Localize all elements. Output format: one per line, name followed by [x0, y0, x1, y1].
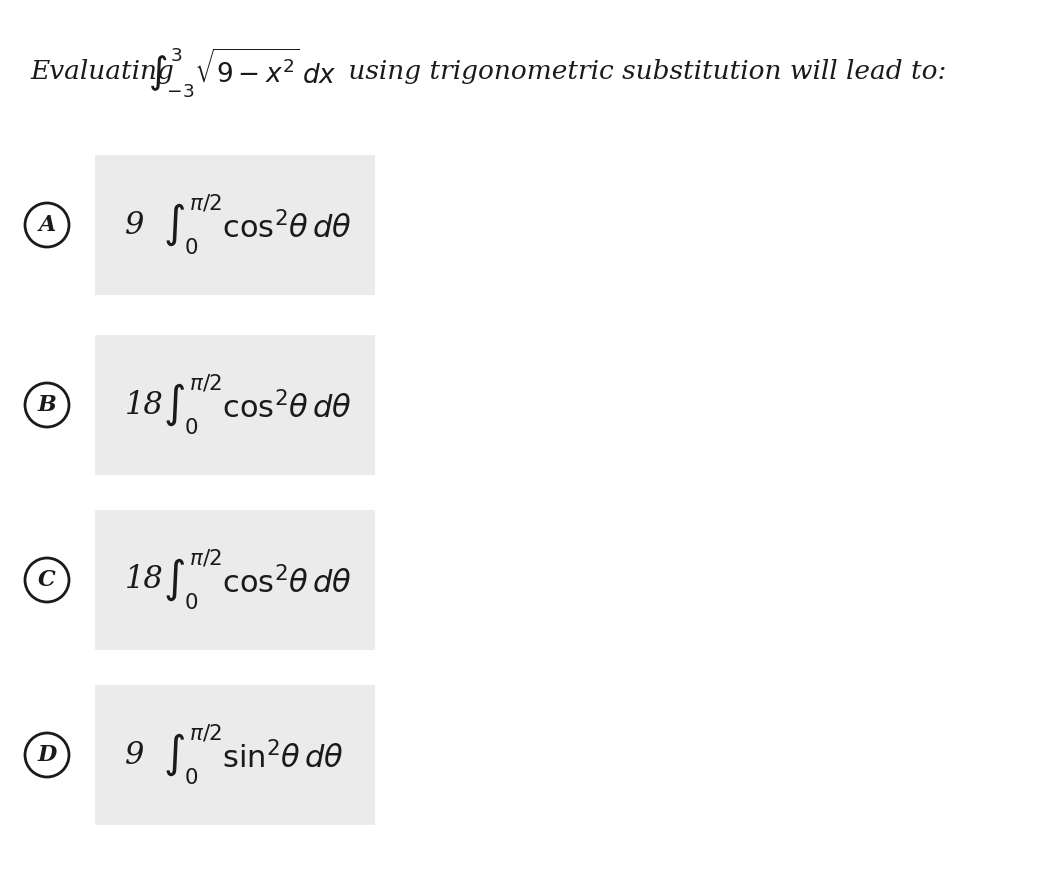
Text: Evaluating: Evaluating	[30, 60, 174, 84]
Text: D: D	[37, 744, 57, 766]
Text: B: B	[38, 394, 56, 416]
FancyBboxPatch shape	[95, 685, 375, 825]
Text: 9: 9	[124, 739, 145, 771]
Text: $\int_{0}^{\pi/2} \cos^2\!\theta\, d\theta$: $\int_{0}^{\pi/2} \cos^2\!\theta\, d\the…	[164, 548, 351, 612]
Text: $\int_{-3}^{3} \sqrt{9-x^2}\, dx$: $\int_{-3}^{3} \sqrt{9-x^2}\, dx$	[148, 45, 337, 99]
Text: 9: 9	[124, 210, 145, 240]
Text: 18: 18	[124, 565, 164, 595]
Text: A: A	[38, 214, 56, 236]
Text: $\int_{0}^{\pi/2} \cos^2\!\theta\, d\theta$: $\int_{0}^{\pi/2} \cos^2\!\theta\, d\the…	[164, 193, 351, 257]
Text: C: C	[38, 569, 56, 591]
Text: $\int_{0}^{\pi/2} \sin^2\!\theta\, d\theta$: $\int_{0}^{\pi/2} \sin^2\!\theta\, d\the…	[164, 723, 344, 788]
FancyBboxPatch shape	[95, 335, 375, 475]
FancyBboxPatch shape	[95, 155, 375, 295]
FancyBboxPatch shape	[95, 510, 375, 650]
Text: 18: 18	[124, 389, 164, 420]
Text: $\int_{0}^{\pi/2} \cos^2\!\theta\, d\theta$: $\int_{0}^{\pi/2} \cos^2\!\theta\, d\the…	[164, 373, 351, 438]
Text: using trigonometric substitution will lead to:: using trigonometric substitution will le…	[340, 60, 946, 84]
